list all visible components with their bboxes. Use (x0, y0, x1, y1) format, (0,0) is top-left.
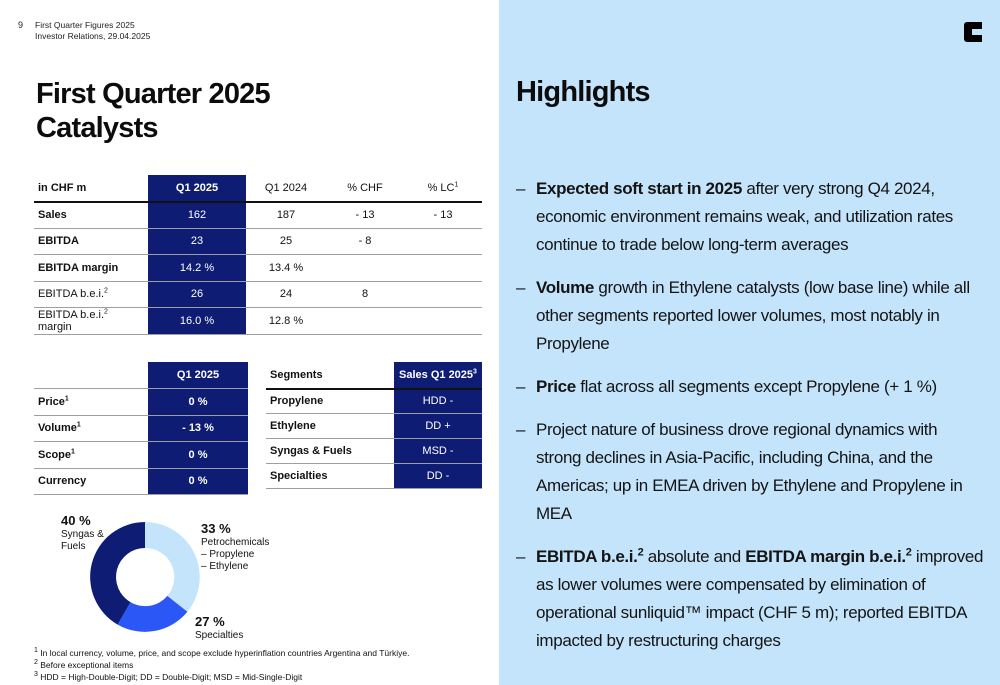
footnote-1: 1 In local currency, volume, price, and … (34, 647, 410, 658)
row-label: EBITDA (34, 228, 148, 255)
table-row: Price1 0 % (34, 388, 248, 416)
row-label: Scope1 (34, 441, 148, 469)
table-row: Volume1 - 13 % (34, 415, 248, 442)
cell-value: 0 % (148, 388, 248, 416)
cell-q1-2025: 162 (148, 201, 246, 229)
drivers-table-header: Q1 2025 (34, 362, 248, 389)
kpi-table-header: in CHF m Q1 2025 Q1 2024 % CHF % LC1 (34, 175, 482, 203)
highlights-list: Expected soft start in 2025 after very s… (516, 175, 986, 670)
cell-q1-2024: 25 (246, 228, 326, 255)
drivers-table: Q1 2025 Price1 0 % Volume1 - 13 % Scope1… (34, 362, 248, 495)
kpi-header-chf: % CHF (326, 175, 404, 203)
cell-q1-2025: 26 (148, 281, 246, 308)
cell-lc (404, 228, 482, 255)
cell-value: 0 % (148, 468, 248, 495)
table-row: Ethylene DD + (266, 413, 482, 439)
kpi-header-q1-2024: Q1 2024 (246, 175, 326, 203)
cell-chf: 8 (326, 281, 404, 308)
segment-name: Specialties (266, 463, 394, 489)
segments-table: Segments Sales Q1 20253 Propylene HDD - … (266, 362, 482, 489)
donut-slice-syngas (90, 522, 145, 625)
table-row: Currency 0 % (34, 468, 248, 495)
list-item: Price flat across all segments except Pr… (516, 373, 986, 401)
cell-q1-2024: 187 (246, 201, 326, 229)
cell-lc (404, 281, 482, 308)
cell-lc (404, 307, 482, 335)
table-row: Syngas & Fuels MSD - (266, 438, 482, 464)
cell-lc (404, 254, 482, 282)
cell-value: - 13 % (148, 415, 248, 442)
donut-slice-specialties (117, 595, 188, 632)
segments-table-header: Segments Sales Q1 20253 (266, 362, 482, 390)
row-label: EBITDA b.e.i.2 (34, 281, 148, 308)
cell-chf (326, 254, 404, 282)
footnote-2: 2 Before exceptional items (34, 659, 134, 670)
list-item: Volume growth in Ethylene catalysts (low… (516, 274, 986, 358)
highlights-title: Highlights (516, 76, 651, 108)
table-row: EBITDA margin 14.2 % 13.4 % (34, 254, 482, 282)
table-row: EBITDA b.e.i.2 26 24 8 (34, 281, 482, 308)
kpi-header-q1-2025: Q1 2025 (148, 175, 246, 203)
segments-header-label: Segments (266, 362, 394, 390)
cell-chf (326, 307, 404, 335)
segment-value: MSD - (394, 438, 482, 464)
donut-label-syngas: 40 % Syngas & Fuels (61, 513, 104, 552)
segment-name: Propylene (266, 388, 394, 414)
document-meta: First Quarter Figures 2025 Investor Rela… (35, 20, 150, 42)
segment-name: Ethylene (266, 413, 394, 439)
cell-chf: - 13 (326, 201, 404, 229)
table-row: EBITDA 23 25 - 8 (34, 228, 482, 255)
kpi-header-label: in CHF m (34, 175, 148, 203)
list-item: EBITDA b.e.i.2 absolute and EBITDA margi… (516, 543, 986, 655)
drivers-header-q1-2025: Q1 2025 (148, 362, 248, 389)
segment-name: Syngas & Fuels (266, 438, 394, 464)
list-item: Expected soft start in 2025 after very s… (516, 175, 986, 259)
cell-chf: - 8 (326, 228, 404, 255)
cell-q1-2025: 16.0 % (148, 307, 246, 335)
table-row: EBITDA b.e.i.2 margin 16.0 % 12.8 % (34, 307, 482, 335)
segments-header-sales: Sales Q1 20253 (394, 362, 482, 390)
cell-lc: - 13 (404, 201, 482, 229)
table-row: Scope1 0 % (34, 441, 248, 469)
donut-label-petrochemicals: 33 % Petrochemicals – Propylene – Ethyle… (201, 521, 270, 572)
cell-q1-2025: 23 (148, 228, 246, 255)
table-row: Sales 162 187 - 13 - 13 (34, 201, 482, 229)
cell-q1-2024: 12.8 % (246, 307, 326, 335)
sales-donut-chart (90, 522, 200, 632)
document-subtitle: Investor Relations, 29.04.2025 (35, 31, 151, 41)
drivers-header-empty (34, 362, 148, 389)
table-row: Propylene HDD - (266, 388, 482, 414)
row-label: Price1 (34, 388, 148, 416)
segment-value: DD + (394, 413, 482, 439)
cell-q1-2025: 14.2 % (148, 254, 246, 282)
cell-value: 0 % (148, 441, 248, 469)
company-logo-icon (964, 22, 982, 42)
cell-q1-2024: 13.4 % (246, 254, 326, 282)
row-label: EBITDA b.e.i.2 margin (34, 307, 148, 335)
kpi-header-lc: % LC1 (404, 175, 482, 203)
segment-value: HDD - (394, 388, 482, 414)
footnote-3: 3 HDD = High-Double-Digit; DD = Double-D… (34, 671, 303, 682)
row-label: Sales (34, 201, 148, 229)
kpi-table: in CHF m Q1 2025 Q1 2024 % CHF % LC1 Sal… (34, 175, 482, 335)
cell-q1-2024: 24 (246, 281, 326, 308)
table-row: Specialties DD - (266, 463, 482, 489)
row-label: Volume1 (34, 415, 148, 442)
document-title: First Quarter Figures 2025 (35, 20, 135, 30)
page-title: First Quarter 2025 Catalysts (36, 78, 271, 144)
right-panel: Highlights Expected soft start in 2025 a… (499, 0, 1000, 685)
row-label: EBITDA margin (34, 254, 148, 282)
donut-label-specialties: 27 % Specialties (195, 614, 244, 641)
row-label: Currency (34, 468, 148, 495)
donut-slice-petrochemicals (145, 522, 200, 612)
list-item: Project nature of business drove regiona… (516, 416, 986, 528)
left-panel: 9 First Quarter Figures 2025 Investor Re… (0, 0, 499, 685)
segment-value: DD - (394, 463, 482, 489)
page-number: 9 (18, 20, 24, 30)
